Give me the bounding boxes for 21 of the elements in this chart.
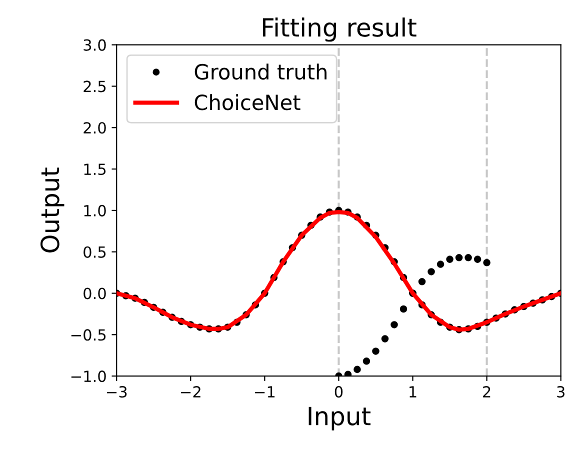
x-tick-label: −3 — [106, 386, 127, 398]
x-tick-label: −2 — [181, 386, 200, 398]
y-tick-label: 1.0 — [84, 204, 106, 216]
y-tick-label: 2.5 — [84, 80, 106, 92]
y-tick-label: 3.0 — [84, 39, 106, 51]
y-tick-label: 2.0 — [84, 122, 106, 134]
x-tick-label: −1 — [255, 386, 275, 398]
legend-label: ChoiceNet — [194, 94, 300, 110]
chart-title: Fitting result — [262, 17, 416, 42]
y-tick-label: 0.0 — [84, 288, 106, 300]
x-tick-label: 3 — [557, 386, 564, 398]
legend-label: Ground truth — [194, 64, 326, 80]
y-axis-title: Output — [40, 168, 64, 252]
x-axis-title: Input — [308, 406, 370, 430]
x-tick-label: 0 — [334, 386, 343, 398]
y-tick-label: 0.5 — [84, 246, 106, 258]
x-tick-label: 1 — [410, 386, 416, 398]
y-tick-label: 1.5 — [84, 164, 106, 176]
y-tick-label: −0.5 — [71, 329, 106, 341]
x-tick-label: 2 — [483, 386, 490, 398]
y-tick-label: −1.0 — [71, 370, 106, 382]
